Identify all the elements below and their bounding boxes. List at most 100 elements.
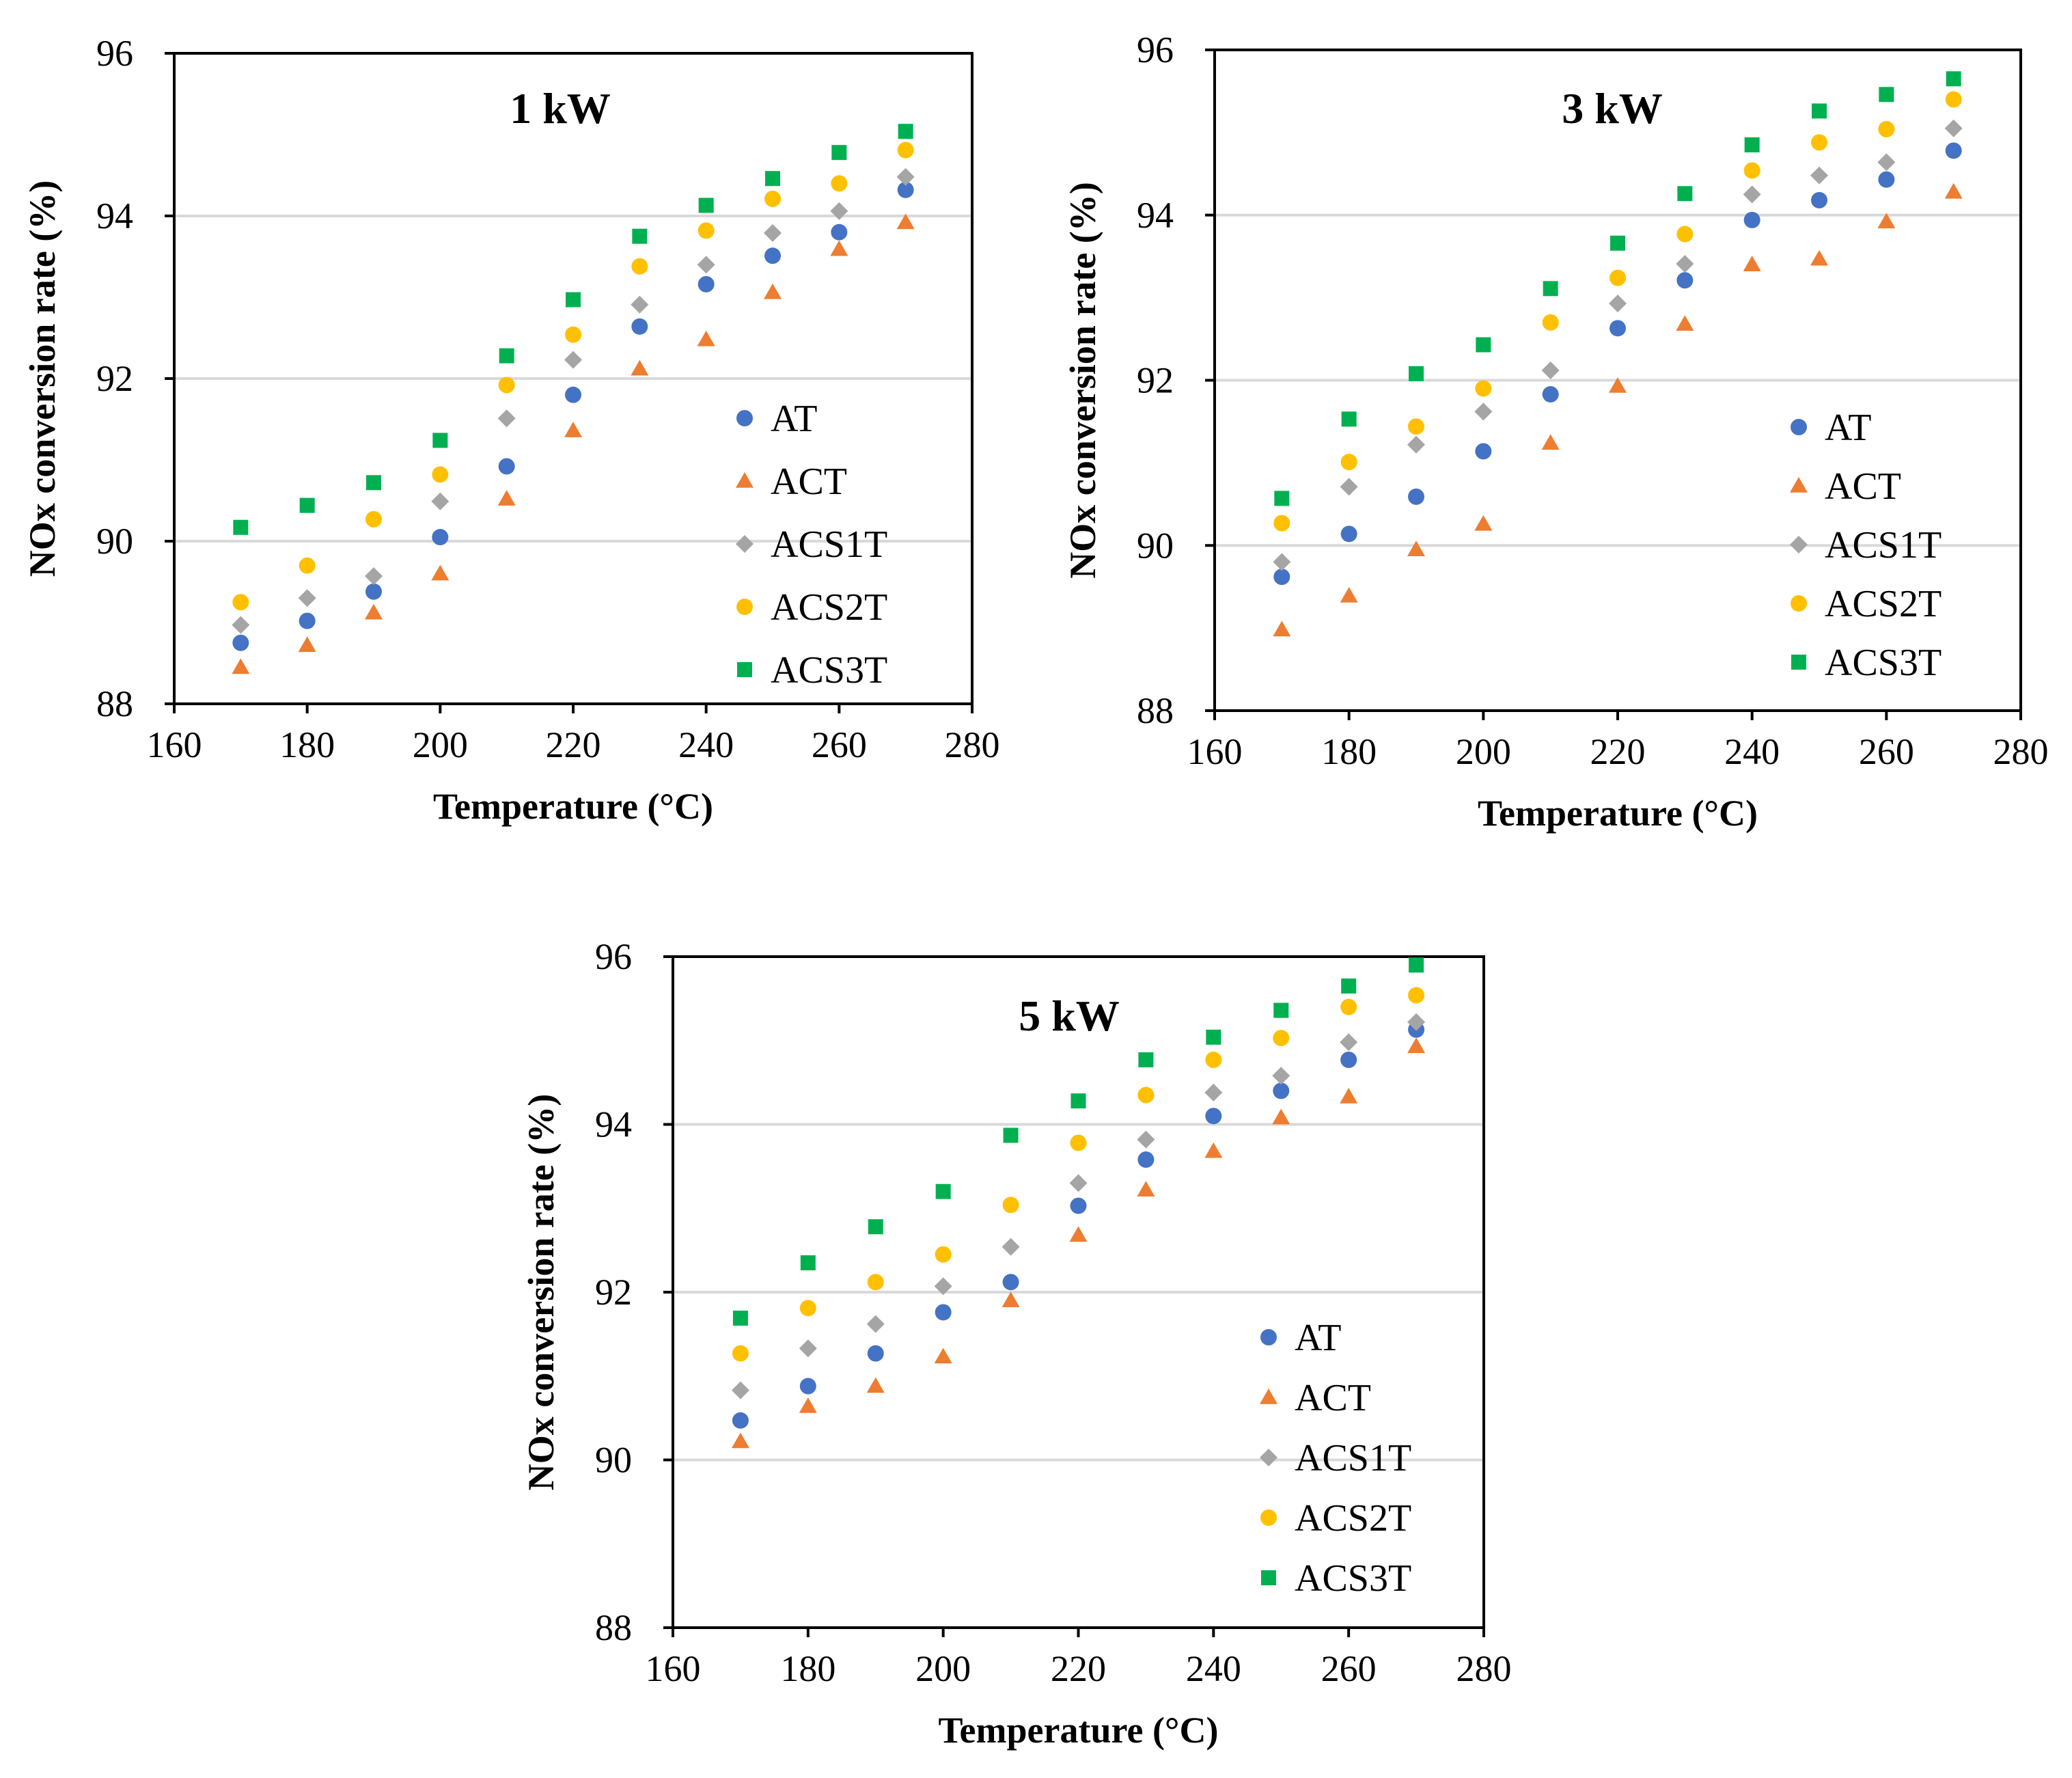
- series-acs3t: [1274, 71, 1961, 506]
- data-point-at: [799, 1378, 816, 1395]
- data-point-acs1t: [431, 492, 450, 510]
- data-point-act: [1340, 1087, 1358, 1104]
- data-point-acs1t: [1069, 1174, 1088, 1192]
- x-tick-label: 180: [1321, 731, 1377, 772]
- data-point-acs2t: [897, 141, 914, 159]
- x-tick-label: 160: [1187, 731, 1243, 772]
- data-point-acs2t: [732, 1345, 749, 1362]
- data-point-acs2t: [1137, 1086, 1155, 1104]
- data-point-acs2t: [1475, 380, 1492, 397]
- chart-panel-3: 160 180 200 220 240 260 280 88 90 92 94 96 Temperatu…: [521, 936, 1512, 1751]
- data-point-acs3t: [1476, 337, 1491, 353]
- series-act: [232, 213, 915, 674]
- data-point-acs2t: [232, 594, 249, 611]
- data-point-at: [432, 529, 449, 546]
- series-acs3t: [233, 124, 913, 535]
- data-point-acs2t: [365, 510, 382, 528]
- y-tick-label: 90: [1137, 525, 1174, 566]
- x-tick-label: 240: [1724, 731, 1780, 772]
- data-point-at: [1408, 488, 1424, 505]
- legend-marker-at: [1791, 419, 1807, 435]
- chart-title: 1 kW: [510, 84, 611, 133]
- y-tick-label: 94: [96, 195, 133, 236]
- x-axis-title: Temperature (°C): [433, 786, 713, 827]
- data-point-acs1t: [365, 567, 383, 586]
- data-point-acs3t: [765, 171, 780, 187]
- data-point-at: [1878, 171, 1895, 188]
- data-point-acs1t: [1676, 255, 1694, 273]
- x-tick-label: 180: [780, 1648, 835, 1689]
- data-point-acs2t: [1945, 91, 1962, 108]
- data-point-acs3t: [800, 1255, 816, 1271]
- data-point-acs2t: [1676, 225, 1694, 243]
- y-tick-label: 96: [1137, 29, 1174, 70]
- data-point-act: [799, 1397, 817, 1413]
- series-acs1t: [1273, 119, 1963, 571]
- data-point-acs3t: [1138, 1052, 1154, 1067]
- series-act: [1273, 182, 1963, 637]
- data-point-at: [1811, 191, 1827, 208]
- data-point-acs3t: [1070, 1093, 1086, 1109]
- data-point-acs2t: [1340, 998, 1357, 1015]
- data-point-acs2t: [831, 175, 848, 192]
- data-point-at: [867, 1345, 884, 1362]
- data-point-at: [764, 247, 781, 264]
- legend-label-act: ACT: [1295, 1377, 1371, 1419]
- legend-label-act: ACT: [1825, 465, 1901, 508]
- data-point-at: [697, 275, 715, 292]
- data-point-act: [431, 564, 450, 581]
- data-point-acs3t: [935, 1184, 951, 1199]
- data-point-act: [934, 1348, 952, 1364]
- data-point-acs1t: [830, 202, 848, 220]
- data-point-acs3t: [1879, 87, 1894, 102]
- data-point-act: [764, 283, 782, 299]
- legend-label-at: AT: [771, 398, 817, 440]
- y-axis-title: NOx conversion rate (%): [521, 1094, 562, 1490]
- data-point-act: [830, 240, 848, 256]
- series-acs1t: [731, 1013, 1426, 1399]
- x-tick-label: 200: [1456, 731, 1511, 772]
- legend-marker-acs1t: [736, 535, 754, 553]
- data-point-acs1t: [232, 616, 250, 634]
- data-point-at: [1945, 142, 1962, 159]
- legend-label-acs3t: ACS3T: [1295, 1557, 1411, 1600]
- data-point-acs2t: [764, 191, 781, 208]
- data-point-acs1t: [1273, 553, 1291, 571]
- data-point-acs3t: [1409, 957, 1424, 973]
- data-point-act: [1407, 1037, 1426, 1054]
- data-point-acs2t: [1408, 987, 1425, 1004]
- data-point-acs1t: [1877, 153, 1896, 172]
- y-tick-label: 88: [96, 683, 133, 724]
- data-point-acs1t: [934, 1277, 952, 1296]
- y-tick-label: 88: [1137, 690, 1174, 731]
- data-point-act: [564, 422, 582, 437]
- x-tick-label: 220: [1590, 731, 1646, 772]
- data-point-at: [1340, 525, 1357, 543]
- x-tick-label: 200: [915, 1648, 971, 1689]
- data-point-acs1t: [697, 256, 715, 274]
- data-point-act: [1407, 541, 1425, 557]
- legend-marker-acs2t: [1260, 1509, 1277, 1526]
- data-point-acs3t: [831, 145, 847, 161]
- data-point-acs1t: [1541, 361, 1560, 379]
- data-point-act: [1340, 586, 1358, 603]
- series-at: [232, 181, 914, 651]
- data-point-acs1t: [1340, 478, 1358, 496]
- x-axis-title: Temperature (°C): [1478, 793, 1758, 834]
- data-point-at: [1340, 1051, 1357, 1068]
- data-point-acs1t: [799, 1339, 817, 1358]
- data-point-act: [1272, 1108, 1290, 1125]
- x-tick-label: 200: [413, 724, 468, 765]
- data-point-act: [1609, 377, 1627, 393]
- data-point-act: [1069, 1226, 1088, 1242]
- legend: AT ACT ACS1T ACS2T ACS3T: [1790, 407, 1942, 684]
- data-point-act: [1743, 256, 1761, 272]
- data-point-acs3t: [1946, 71, 1961, 87]
- data-point-acs1t: [896, 167, 915, 186]
- data-point-acs3t: [1274, 491, 1290, 506]
- data-point-at: [1676, 272, 1694, 289]
- x-tick-label: 280: [1993, 731, 2049, 772]
- y-axis-title: NOx conversion rate (%): [1062, 182, 1103, 578]
- data-point-acs1t: [1474, 402, 1493, 421]
